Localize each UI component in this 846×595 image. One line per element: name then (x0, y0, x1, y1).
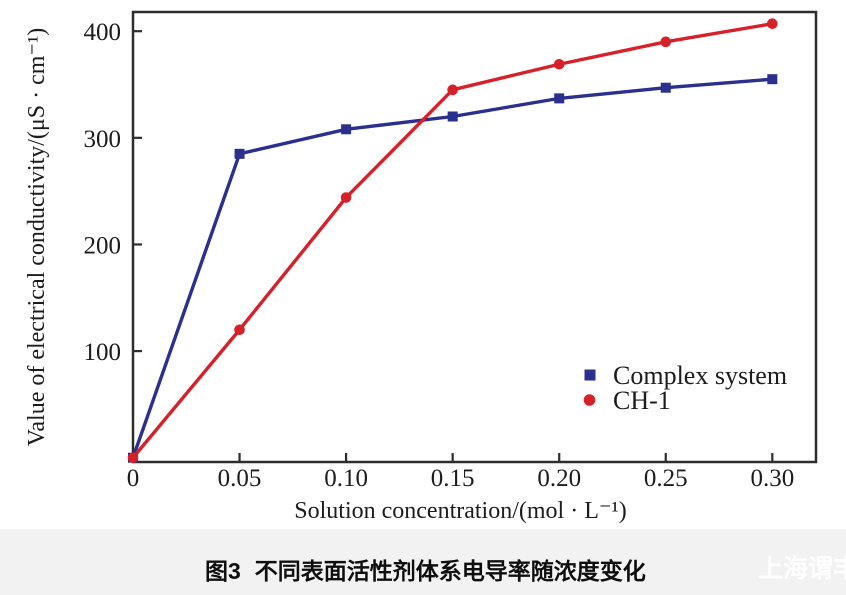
data-point-ch-1 (767, 18, 778, 30)
figure-title: 不同表面活性剂体系电导率随浓度变化 (254, 558, 646, 584)
figure-number: 图3 (205, 558, 241, 584)
line-chart: 0 0.05 0.10 0.15 0.20 0.25 0.30 100 200 300 400 Sol… (24, 10, 818, 524)
x-tick-label: 0.30 (750, 465, 794, 492)
data-point-complex-system (554, 93, 565, 104)
y-tick-label: 300 (84, 126, 122, 153)
data-point-complex-system (660, 82, 671, 93)
x-tick-label: 0.05 (218, 465, 262, 492)
x-tick-label: 0.25 (644, 465, 688, 492)
data-point-ch-1 (234, 324, 245, 336)
data-point-complex-system (447, 111, 458, 122)
figure-caption: 图3 不同表面活性剂体系电导率随浓度变化 (205, 560, 646, 583)
y-tick-label: 400 (84, 19, 122, 46)
data-point-ch-1 (127, 452, 139, 464)
x-tick-label: 0.20 (537, 465, 581, 492)
x-tick-label: 0.15 (431, 465, 475, 492)
data-point-complex-system (234, 148, 245, 159)
legend-label-ch-1: CH-1 (613, 386, 671, 415)
data-point-ch-1 (553, 58, 565, 70)
legend-label-complex-system: Complex system (613, 361, 787, 390)
caption-strip: 图3 不同表面活性剂体系电导率随浓度变化 上海谓丰 (0, 529, 846, 595)
legend-marker-complex-system (584, 369, 596, 381)
data-point-ch-1 (340, 192, 352, 203)
data-point-ch-1 (660, 36, 672, 48)
x-axis-title: Solution concentration/(mol · L⁻¹) (294, 498, 626, 524)
legend-marker-ch-1 (583, 394, 596, 406)
y-axis-title: Value of electrical conductivity/(μS · c… (24, 28, 50, 447)
data-point-complex-system (341, 124, 352, 135)
plot-frame (131, 10, 818, 464)
y-tick-label: 100 (84, 339, 122, 366)
watermark: 上海谓丰 (758, 555, 846, 583)
data-point-complex-system (767, 74, 778, 85)
x-tick-label: 0.10 (324, 465, 368, 492)
data-point-ch-1 (447, 84, 458, 96)
y-tick-label: 200 (84, 232, 122, 259)
x-tick-label: 0 (127, 465, 140, 492)
chart-area: 0 0.05 0.10 0.15 0.20 0.25 0.30 100 200 300 400 Sol… (24, 10, 818, 524)
